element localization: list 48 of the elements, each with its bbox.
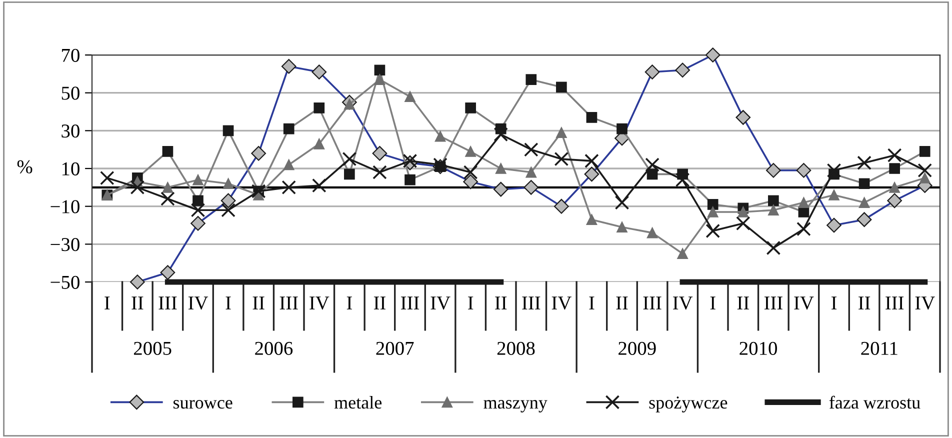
- x-tick-label: II: [252, 296, 264, 310]
- y-tick-label: 10: [62, 162, 80, 176]
- x-tick-label: III: [886, 296, 904, 310]
- x-tick-label: I: [589, 296, 594, 310]
- y-tick-label: −50: [50, 276, 80, 289]
- y-tick-label: −30: [50, 238, 80, 252]
- x-tick-label: II: [374, 296, 386, 310]
- x-tick-label: I: [468, 296, 474, 310]
- y-axis-title: %: [17, 160, 32, 174]
- text: 2006: [255, 342, 293, 355]
- x-tick-label: IV: [310, 296, 330, 310]
- x-tick-label: IV: [430, 296, 450, 310]
- text: 2011: [861, 342, 898, 355]
- text: 2007: [376, 342, 414, 355]
- x-tick-label: III: [643, 296, 662, 310]
- x-tick-label: III: [522, 296, 540, 310]
- x-tick-label: I: [346, 296, 352, 310]
- y-tick-label: −10: [50, 200, 80, 214]
- y-tick-label: 50: [62, 86, 80, 100]
- legend-label: metale: [334, 396, 382, 409]
- x-tick-label: II: [616, 296, 628, 310]
- x-tick-label: II: [737, 296, 749, 310]
- text: 2009: [618, 342, 656, 355]
- x-tick-label: II: [858, 296, 870, 310]
- y-tick-label: 30: [62, 124, 80, 138]
- x-tick-label: III: [280, 296, 298, 310]
- x-tick-label: I: [104, 296, 110, 310]
- x-tick-label: III: [400, 296, 420, 310]
- x-tick-label: IV: [794, 296, 814, 310]
- legend-label: maszyny: [484, 400, 548, 412]
- x-tick-label: I: [226, 296, 231, 310]
- x-tick-label: III: [158, 296, 177, 310]
- x-tick-label: II: [132, 296, 144, 310]
- x-tick-label: IV: [188, 296, 208, 310]
- x-tick-label: I: [710, 296, 716, 310]
- text: 2010: [740, 342, 777, 355]
- x-tick-label: IV: [673, 296, 693, 310]
- legend-label: faza wzrostu: [829, 396, 920, 409]
- text: 2008: [497, 342, 535, 355]
- x-tick-label: IV: [915, 296, 935, 310]
- text: 2005: [134, 342, 172, 355]
- x-tick-label: IV: [552, 296, 572, 310]
- x-tick-label: II: [495, 296, 507, 310]
- x-tick-label: III: [764, 296, 782, 310]
- x-tick-label: I: [831, 296, 837, 310]
- legend-label: surowce: [174, 400, 232, 409]
- legend-label: spożywcze: [649, 396, 728, 412]
- y-tick-label: 70: [62, 48, 80, 62]
